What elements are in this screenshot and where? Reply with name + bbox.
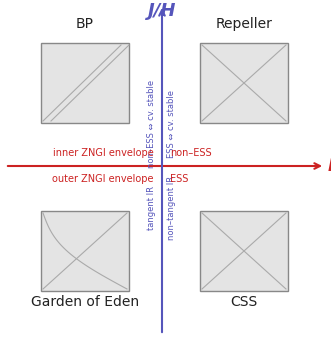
Text: H: H [328,157,331,175]
Bar [200,43,288,123]
Text: J/H: J/H [148,2,176,20]
Bar [200,211,288,291]
Text: non–tangent IR: non–tangent IR [167,176,176,240]
Text: inner ZNGI envelope: inner ZNGI envelope [53,148,154,158]
Text: BP: BP [76,17,94,31]
Text: outer ZNGI envelope: outer ZNGI envelope [53,174,154,184]
Text: Garden of Eden: Garden of Eden [31,295,139,309]
Text: CSS: CSS [230,295,258,309]
Text: ESS: ESS [170,174,188,184]
Text: ESS ⇔ cv. stable: ESS ⇔ cv. stable [167,90,176,158]
Bar [41,211,129,291]
Text: tangent IR: tangent IR [148,186,157,230]
Bar [41,43,129,123]
Text: non–ESS ⇔ cv. stable: non–ESS ⇔ cv. stable [148,80,157,168]
Text: Repeller: Repeller [215,17,272,31]
Text: non–ESS: non–ESS [170,148,212,158]
